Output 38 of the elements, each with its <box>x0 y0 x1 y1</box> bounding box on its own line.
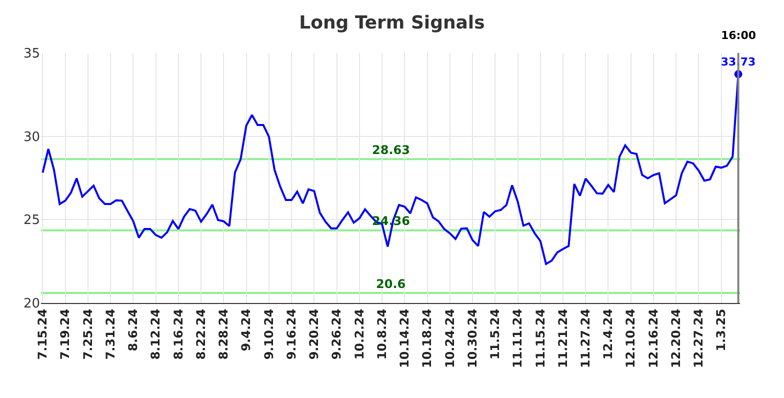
x-tick-label: 11.15.24 <box>533 308 548 368</box>
x-tick-label: 10.2.24 <box>352 308 366 360</box>
x-tick-label: 11.27.24 <box>578 308 593 368</box>
data-label: 33.73 <box>720 55 756 68</box>
x-tick-label: 12.4.24 <box>601 308 616 360</box>
x-tick-label: 10.24.24 <box>442 308 457 368</box>
x-tick-label: 8.6.24 <box>126 308 140 352</box>
x-tick-label: 9.26.24 <box>330 308 344 360</box>
x-tick-label: 8.22.24 <box>194 308 208 360</box>
x-tick-label: 1.3.25 <box>714 308 728 352</box>
x-tick-label: 11.11.24 <box>510 308 525 368</box>
y-tick-label: 30 <box>23 130 40 145</box>
x-tick-label: 7.19.24 <box>58 308 72 360</box>
x-tick-label: 8.16.24 <box>171 308 186 360</box>
y-tick-label: 35 <box>23 46 40 62</box>
x-tick-label: 11.5.24 <box>488 308 502 360</box>
x-tick-label: 10.18.24 <box>420 308 434 368</box>
x-tick-label: 12.27.24 <box>692 308 706 368</box>
x-tick-label: 9.10.24 <box>262 308 276 360</box>
x-tick-label: 7.31.24 <box>103 308 118 360</box>
x-tick-label: 9.16.24 <box>284 308 298 360</box>
ref-line-label: 28.63 <box>372 143 410 157</box>
x-tick-label: 10.14.24 <box>398 308 412 368</box>
chart-title: Long Term Signals <box>299 12 485 34</box>
ref-line-label: 20.6 <box>376 277 406 291</box>
x-tick-label: 7.25.24 <box>80 308 95 360</box>
x-tick-label: 8.12.24 <box>148 308 163 360</box>
x-tick-label: 10.8.24 <box>374 308 389 360</box>
text: 16:00 <box>721 29 756 42</box>
y-tick-label: 25 <box>23 213 40 228</box>
x-tick-label: 12.16.24 <box>646 308 660 368</box>
x-tick-label: 9.4.24 <box>239 308 254 352</box>
x-tick-label: 12.10.24 <box>624 308 638 368</box>
x-tick-label: 11.21.24 <box>556 308 570 368</box>
x-tick-label: 10.30.24 <box>465 308 480 368</box>
x-tick-label: 8.28.24 <box>216 308 231 360</box>
x-tick-label: 9.20.24 <box>307 308 322 360</box>
x-tick-label: 12.20.24 <box>668 308 683 368</box>
